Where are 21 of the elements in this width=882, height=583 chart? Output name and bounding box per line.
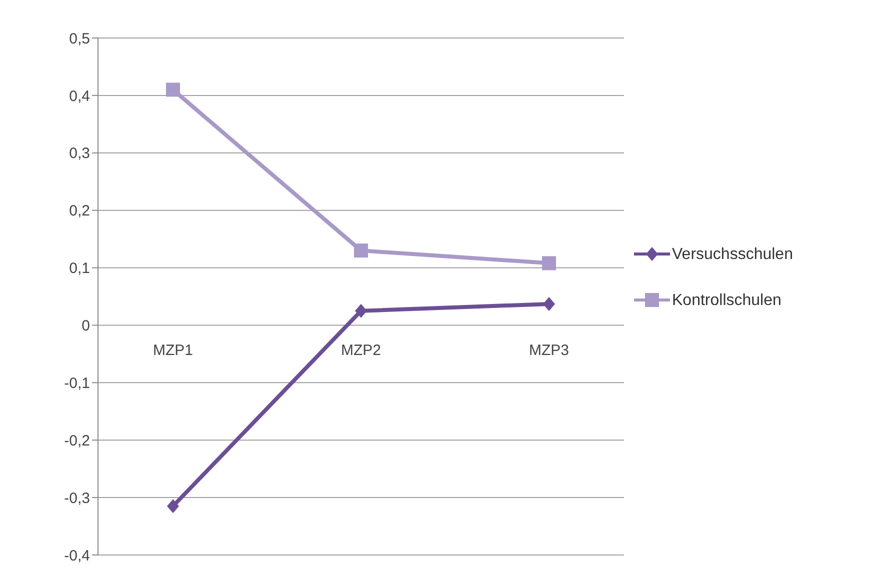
y-tick-label: -0,4 [64, 547, 90, 564]
x-tick-label: MZP1 [152, 342, 194, 360]
point [355, 304, 367, 318]
y-tick-label: 0,3 [69, 145, 90, 162]
y-tick-label: 0,1 [69, 260, 90, 278]
point [543, 296, 555, 311]
y-tick-label: 0,5 [69, 30, 90, 48]
point [166, 82, 180, 97]
point [542, 256, 556, 270]
y-tick-label: -0,2 [64, 432, 90, 450]
point [354, 244, 368, 258]
y-tick-label: -0,3 [64, 490, 90, 507]
y-tick-label: -0,1 [64, 374, 90, 392]
y-tick-label: 0 [82, 318, 90, 335]
legend-label: Versuchsschulen [671, 246, 794, 264]
x-tick-label: MZP3 [528, 342, 570, 360]
x-tick-label: MZP2 [340, 342, 382, 360]
point [167, 499, 179, 514]
y-tick-label: 0,2 [69, 202, 90, 220]
y-tick-label: 0,4 [69, 88, 90, 105]
legend-label: Kontrollschulen [671, 292, 782, 310]
